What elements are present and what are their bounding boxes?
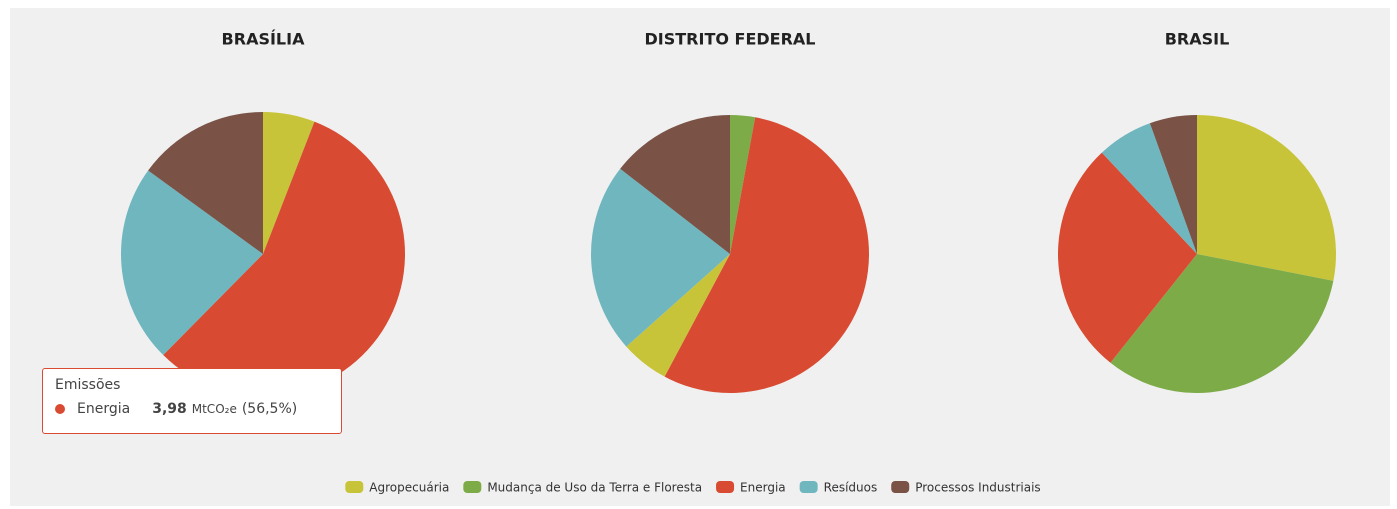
pie-slice: [626, 254, 730, 377]
pie-slice: [121, 170, 264, 356]
pie-slice: [1057, 152, 1197, 363]
pie-slice: [263, 112, 315, 254]
chart-title: BRASÍLIA: [222, 30, 306, 49]
legend-label: Mudança de Uso da Terra e Floresta: [487, 481, 702, 495]
pie-slice: [1110, 254, 1334, 394]
tooltip: Emissões Energia 3,98 MtCO₂e (56,5%): [42, 368, 342, 434]
pie-slice: [730, 115, 756, 254]
pie-slice: [1197, 115, 1337, 281]
tooltip-name: Energia: [77, 401, 131, 417]
legend-label: Resíduos: [824, 481, 878, 495]
tooltip-row: Energia 3,98 MtCO₂e (56,5%): [55, 401, 329, 417]
legend-swatch: [716, 481, 735, 493]
pie-slice: [148, 112, 263, 254]
pie-slice: [1149, 115, 1197, 254]
pie-slice: [664, 117, 869, 393]
tooltip-unit: MtCO₂e: [191, 402, 237, 416]
tooltip-title: Emissões: [55, 377, 121, 393]
legend-swatch: [463, 481, 482, 493]
pie-slice: [591, 168, 730, 347]
pie-slice: [1101, 123, 1197, 254]
pie-slice: [163, 121, 405, 396]
tooltip-value: 3,98: [152, 401, 187, 417]
chart-title: DISTRITO FEDERAL: [645, 30, 816, 49]
legend-swatch: [345, 481, 364, 493]
legend-label: Processos Industriais: [915, 481, 1040, 495]
chart-title: BRASIL: [1165, 30, 1230, 49]
pie-slice: [620, 115, 730, 254]
tooltip-dot: [55, 404, 65, 414]
legend-label: Energia: [740, 481, 786, 495]
legend-label: Agropecuária: [369, 481, 449, 495]
tooltip-share: (56,5%): [241, 401, 298, 417]
legend-swatch: [799, 481, 818, 493]
legend-swatch: [891, 481, 910, 493]
